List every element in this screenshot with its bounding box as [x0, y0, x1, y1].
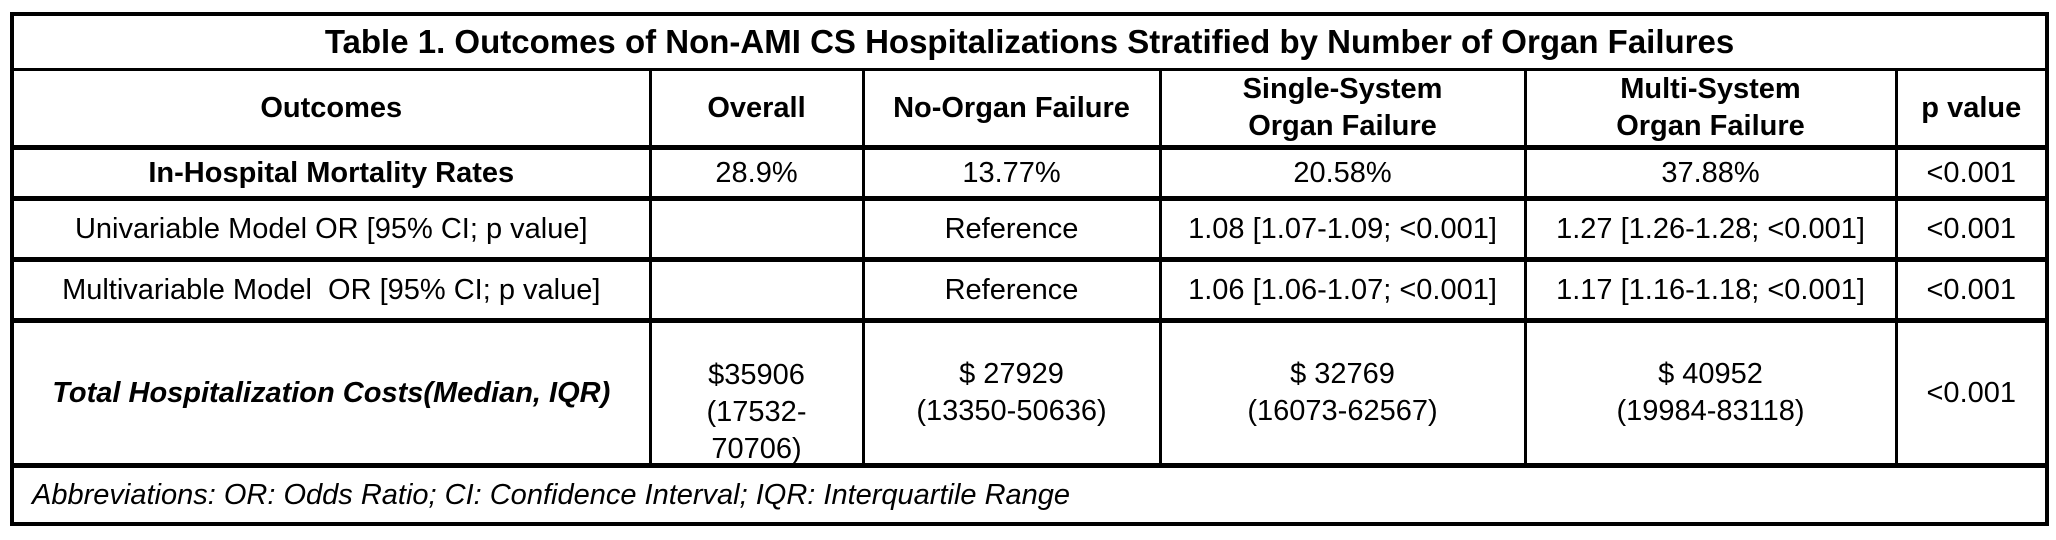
cell-multivariable-no-organ: Reference: [861, 258, 1162, 324]
footnote: Abbreviations: OR: Odds Ratio; CI: Confi…: [10, 464, 2049, 526]
footnote-row: Abbreviations: OR: Odds Ratio; CI: Confi…: [10, 464, 2049, 526]
cell-multivariable-p: <0.001: [1894, 258, 2049, 324]
cell-mortality-label: In-Hospital Mortality Rates: [10, 146, 652, 202]
outcomes-table: Table 1. Outcomes of Non-AMI CS Hospital…: [10, 12, 2050, 527]
table-title: Table 1. Outcomes of Non-AMI CS Hospital…: [10, 12, 2049, 71]
row-multivariable: Multivariable Model OR [95% CI; p value]…: [10, 258, 2049, 324]
table-header-row: Outcomes Overall No-Organ Failure Single…: [10, 67, 2049, 151]
cell-multivariable-single: 1.06 [1.06-1.07; <0.001]: [1158, 258, 1527, 324]
cell-mortality-single: 20.58%: [1158, 146, 1527, 202]
cell-univariable-no-organ: Reference: [861, 197, 1162, 263]
cell-costs-p: <0.001: [1894, 319, 2049, 469]
header-no-organ-failure: No-Organ Failure: [861, 67, 1162, 151]
cell-multivariable-overall: [648, 258, 865, 324]
cell-mortality-multi: 37.88%: [1523, 146, 1898, 202]
cell-costs-label: Total Hospitalization Costs(Median, IQR): [10, 319, 652, 469]
cell-costs-no-organ: $ 27929 (13350-50636): [861, 319, 1162, 469]
cell-mortality-p: <0.001: [1894, 146, 2049, 202]
table-title-row: Table 1. Outcomes of Non-AMI CS Hospital…: [10, 12, 2049, 71]
cell-univariable-overall: [648, 197, 865, 263]
cell-costs-single: $ 32769 (16073-62567): [1158, 319, 1527, 469]
row-costs: Total Hospitalization Costs(Median, IQR)…: [10, 319, 2049, 469]
cell-univariable-p: <0.001: [1894, 197, 2049, 263]
header-single-system-organ-failure: Single-System Organ Failure: [1158, 67, 1527, 151]
cell-costs-overall-text: $35906 (17532- 70706): [706, 358, 807, 465]
header-outcomes: Outcomes: [10, 67, 652, 151]
cell-univariable-multi: 1.27 [1.26-1.28; <0.001]: [1523, 197, 1898, 263]
cell-univariable-single: 1.08 [1.07-1.09; <0.001]: [1158, 197, 1527, 263]
header-multi-system-organ-failure: Multi-System Organ Failure: [1523, 67, 1898, 151]
cell-multivariable-label: Multivariable Model OR [95% CI; p value]: [10, 258, 652, 324]
header-overall: Overall: [648, 67, 865, 151]
cell-mortality-overall: 28.9%: [648, 146, 865, 202]
cell-costs-multi: $ 40952 (19984-83118): [1523, 319, 1898, 469]
row-univariable: Univariable Model OR [95% CI; p value] R…: [10, 197, 2049, 263]
cell-mortality-no-organ: 13.77%: [861, 146, 1162, 202]
header-p-value: p value: [1894, 67, 2049, 151]
row-mortality: In-Hospital Mortality Rates 28.9% 13.77%…: [10, 146, 2049, 202]
cell-costs-overall: $35906 (17532- 70706): [648, 319, 865, 469]
cell-univariable-label: Univariable Model OR [95% CI; p value]: [10, 197, 652, 263]
cell-multivariable-multi: 1.17 [1.16-1.18; <0.001]: [1523, 258, 1898, 324]
